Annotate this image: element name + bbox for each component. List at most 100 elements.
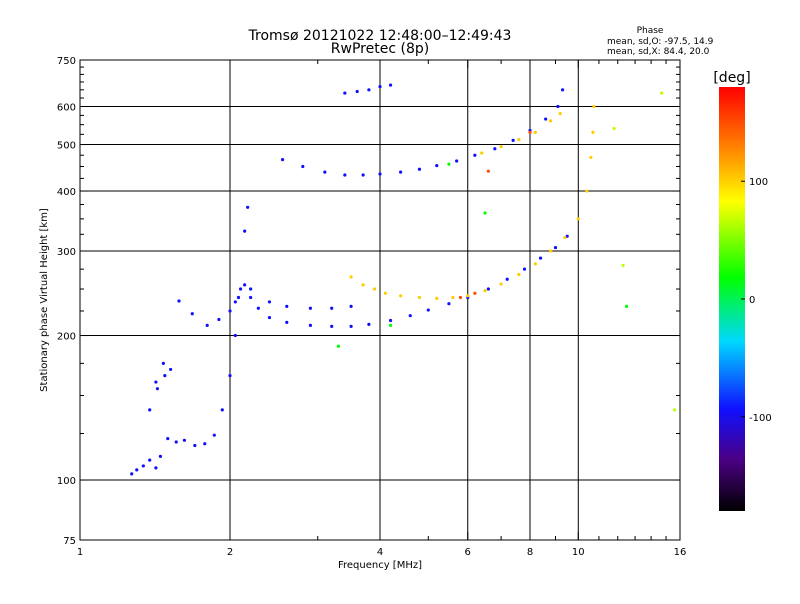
data-point [212,433,216,437]
axis-tick-labels: 1 2 4 6 8 10 16 75 100 200 300 400 500 600 750 [57,56,686,558]
data-point [499,282,503,286]
data-point [308,323,313,327]
data-point [499,145,503,149]
data-point [267,300,272,304]
data-point [308,306,313,310]
colorbar [719,87,745,511]
data-point [589,155,593,160]
data-point [243,283,247,287]
data-point [154,466,158,470]
data-point [435,296,439,300]
y-axis-label: Stationary phase Virtual Height [km] [39,208,50,392]
data-point [148,408,152,412]
data-point [533,130,537,134]
data-point [301,164,305,169]
data-point [169,367,173,372]
data-point [367,88,371,92]
data-point [585,189,589,193]
data-point [135,468,139,472]
data-point [155,387,160,391]
x-tick-label: 8 [527,547,533,558]
data-point [563,235,567,240]
data-point [388,323,393,327]
data-point [267,315,272,320]
data-point [355,89,359,94]
data-point [447,302,451,306]
data-point [343,173,347,177]
data-point [280,158,285,162]
data-point [323,170,327,174]
data-point [517,272,521,277]
data-point [660,91,664,95]
data-point [447,162,451,166]
data-point [417,167,422,171]
data-point [556,104,560,109]
data-point [493,147,497,151]
phase-line-o: mean, sd,O: -97.5, 14.9 [607,37,714,47]
data-point [483,211,487,215]
data-point [560,88,565,92]
data-point [154,380,158,384]
data-point [473,291,477,295]
data-point [174,440,178,444]
data-point [236,295,241,300]
data-point [621,263,625,267]
data-point [220,408,224,412]
data-point [426,308,430,312]
data-point [388,318,393,323]
data-point [148,458,152,462]
x-tick-label: 1 [77,547,83,558]
y-tick-label: 100 [57,476,76,487]
data-point [435,163,439,168]
data-point [243,229,247,233]
data-point [672,408,677,412]
grid-lines [80,60,680,540]
data-point [177,299,181,303]
data-point [285,304,289,309]
y-tick-label: 75 [63,536,76,547]
x-axis-label: Frequency [MHz] [338,560,422,571]
x-tick-label: 16 [674,547,687,558]
data-point [217,317,221,322]
data-point [249,295,253,300]
chart-title: Tromsø 20121022 12:48:00–12:49:43 [248,28,512,44]
data-point [349,275,353,279]
data-point [233,300,237,304]
data-point [612,126,616,131]
data-point [592,104,596,109]
data-point [238,287,243,291]
data-point [166,436,170,441]
data-point [544,117,548,121]
data-point [473,153,477,157]
colorbar-tick-label: 100 [749,177,768,188]
data-point [549,119,553,123]
y-tick-label: 750 [57,56,76,67]
data-point [486,287,490,291]
data-point [624,304,629,309]
y-tick-label: 500 [57,141,76,152]
colorbar-ticks: 100 0 -100 [741,177,772,424]
data-point [246,205,250,209]
data-point [553,245,558,250]
x-tick-label: 4 [377,547,383,558]
data-point [505,277,509,281]
data-point [182,438,186,442]
data-point [378,85,382,89]
data-point [533,262,537,266]
data-point [378,172,382,176]
data-point [591,130,595,134]
data-point [285,320,289,325]
data-point [349,324,353,328]
data-point [549,249,553,253]
data-point [228,374,232,378]
data-point [190,312,194,316]
data-point [538,256,543,260]
data-point [522,267,527,271]
data-point [417,295,422,300]
phase-line-x: mean, sd,X: 84.4, 20.0 [607,47,710,57]
data-point [228,309,232,313]
data-point [458,295,463,300]
data-point [517,137,521,142]
data-point [330,306,334,310]
